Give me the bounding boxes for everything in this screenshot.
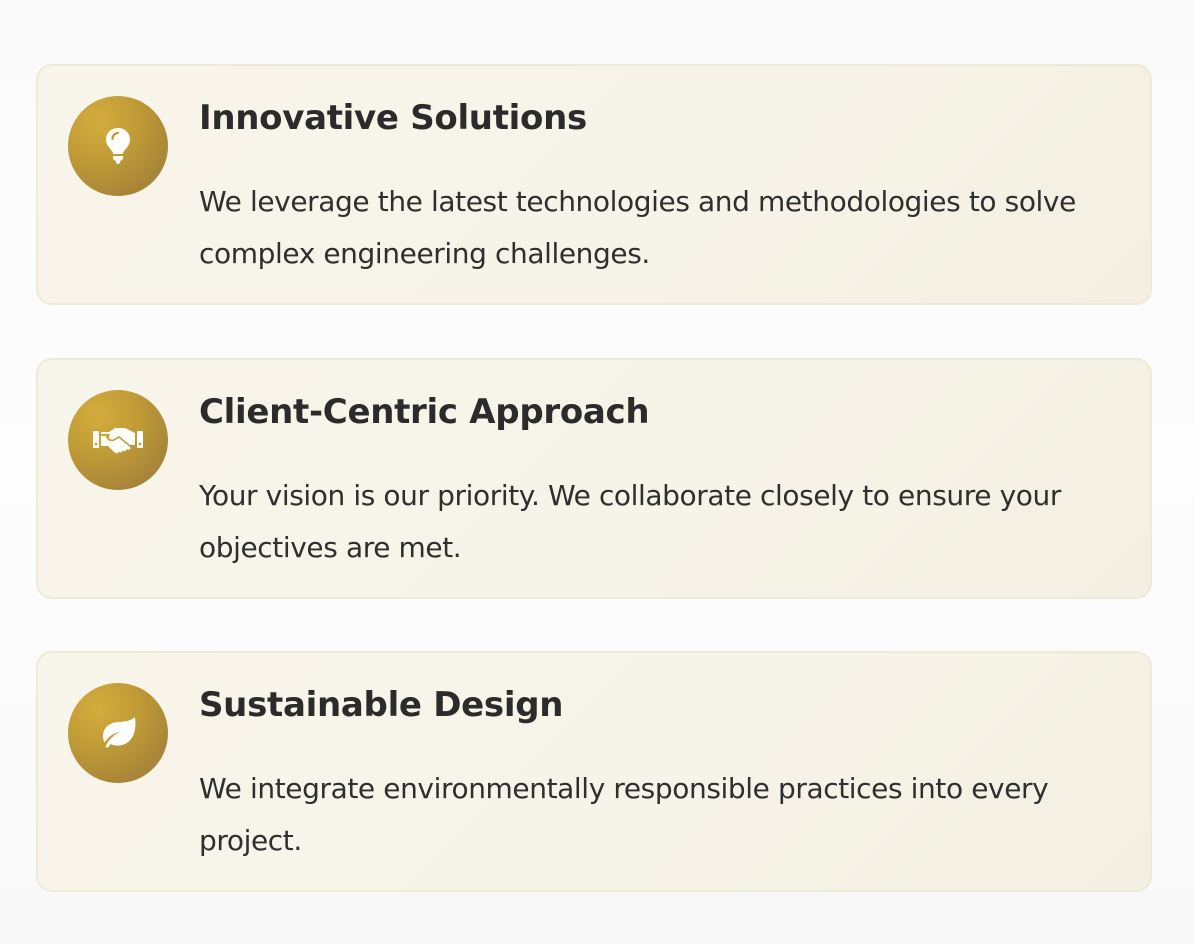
handshake-icon <box>92 425 144 455</box>
feature-card-innovative-solutions: Innovative Solutions We leverage the lat… <box>36 64 1152 305</box>
lightbulb-icon <box>104 126 132 166</box>
feature-icon-badge <box>68 390 168 490</box>
feature-title: Sustainable Design <box>199 685 564 725</box>
feature-description: We leverage the latest technologies and … <box>199 185 1076 270</box>
feature-icon-badge <box>68 683 168 783</box>
leaf-icon <box>97 715 139 751</box>
feature-description: Your vision is our priority. We collabor… <box>199 479 1061 564</box>
feature-title: Client-Centric Approach <box>199 392 650 432</box>
feature-card-sustainable-design: Sustainable Design We integrate environm… <box>36 651 1152 892</box>
feature-description: We integrate environmentally responsible… <box>199 772 1049 857</box>
feature-icon-badge <box>68 96 168 196</box>
feature-card-client-centric-approach: Client-Centric Approach Your vision is o… <box>36 358 1152 599</box>
feature-title: Innovative Solutions <box>199 98 587 138</box>
